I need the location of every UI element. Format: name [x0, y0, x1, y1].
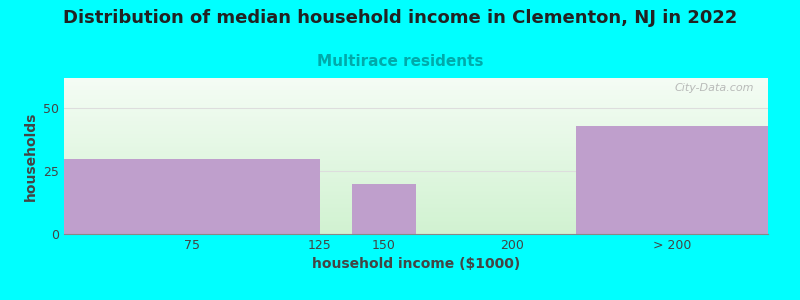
Bar	[576, 126, 768, 234]
Y-axis label: households: households	[23, 111, 38, 201]
Bar	[352, 184, 416, 234]
Text: Multirace residents: Multirace residents	[317, 54, 483, 69]
Bar	[64, 158, 320, 234]
Text: Distribution of median household income in Clementon, NJ in 2022: Distribution of median household income …	[63, 9, 737, 27]
X-axis label: household income ($1000): household income ($1000)	[312, 257, 520, 272]
Text: City-Data.com: City-Data.com	[674, 83, 754, 93]
